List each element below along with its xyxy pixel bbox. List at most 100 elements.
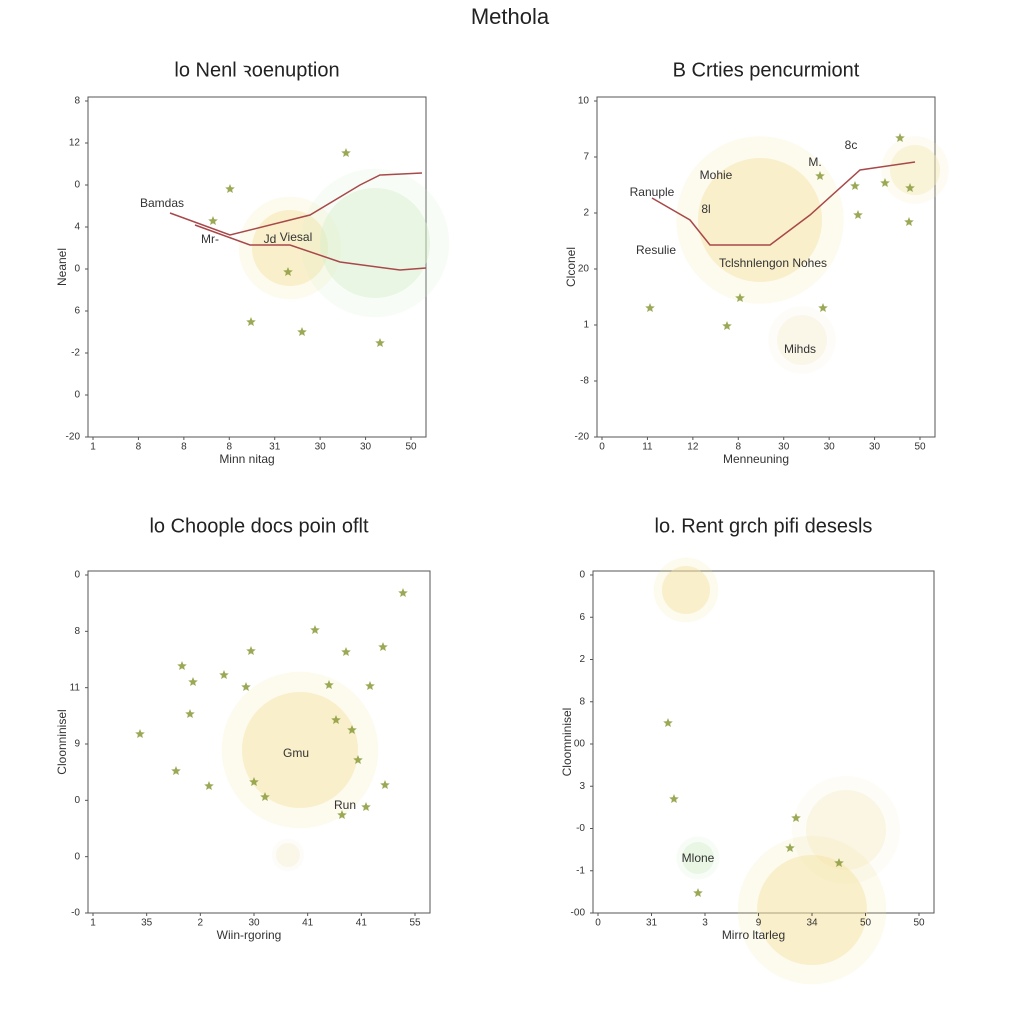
star-marker — [310, 625, 320, 634]
x-tick-label: 41 — [356, 918, 368, 929]
x-tick-label: 41 — [302, 918, 314, 929]
annotation: Mlone — [682, 851, 715, 865]
glow — [792, 776, 900, 884]
y-tick-label: 0 — [579, 570, 585, 581]
star-marker — [188, 677, 198, 686]
y-tick-label: 3 — [579, 781, 585, 792]
glow — [777, 315, 827, 365]
y-tick-label: -20 — [66, 432, 81, 443]
glow — [768, 306, 836, 374]
star-marker — [361, 802, 371, 811]
star-marker — [324, 680, 334, 689]
glow — [698, 158, 822, 282]
x-axis-label: Minn nitag — [219, 452, 274, 466]
x-tick-label: 2 — [198, 918, 204, 929]
star-marker — [249, 777, 259, 786]
x-axis-label: Mirro ltarleg — [722, 928, 785, 942]
star-marker — [347, 725, 357, 734]
y-tick-label: 0 — [74, 390, 80, 401]
glow — [320, 188, 430, 298]
x-tick-label: 0 — [599, 442, 605, 453]
y-tick-label: 00 — [574, 739, 586, 750]
x-tick-label: 8 — [136, 442, 142, 453]
annotation: Ranuple — [630, 185, 675, 199]
x-tick-label: 1 — [90, 442, 96, 453]
plot-area — [592, 570, 935, 914]
y-tick-label: 10 — [578, 96, 590, 107]
y-tick-label: 11 — [70, 682, 81, 693]
x-tick-label: 3 — [702, 918, 708, 929]
y-tick-label: 4 — [74, 222, 80, 233]
y-tick-label: -0 — [71, 908, 80, 919]
y-tick-label: 0 — [74, 851, 80, 862]
star-marker — [722, 321, 732, 330]
x-tick-label: 55 — [409, 918, 421, 929]
annotation: 8l — [701, 202, 710, 216]
star-marker — [880, 178, 890, 187]
figure-title: Metholа — [471, 4, 550, 29]
y-tick-label: 8 — [74, 96, 80, 107]
star-marker — [905, 183, 915, 192]
star-marker — [297, 327, 307, 336]
star-marker — [341, 647, 351, 656]
annotation: Resulie — [636, 243, 676, 257]
glow — [890, 145, 940, 195]
x-tick-label: 34 — [806, 918, 818, 929]
trend-line — [169, 172, 423, 236]
star-marker — [895, 133, 905, 142]
x-tick-label: 31 — [646, 918, 658, 929]
y-axis-label: Neanel — [55, 248, 69, 286]
annotation: Jd — [264, 232, 277, 246]
star-marker — [208, 216, 218, 225]
star-marker — [365, 681, 375, 690]
star-marker — [791, 813, 801, 822]
glow — [300, 168, 450, 318]
star-marker — [246, 646, 256, 655]
y-tick-label: 1 — [583, 320, 589, 331]
y-tick-label: -00 — [571, 908, 586, 919]
star-marker — [375, 338, 385, 347]
y-tick-label: 9 — [74, 739, 80, 750]
star-marker — [185, 709, 195, 718]
star-marker — [219, 670, 229, 679]
x-tick-label: 50 — [913, 918, 925, 929]
y-tick-label: 2 — [579, 654, 585, 665]
plot-area — [596, 96, 936, 438]
star-marker — [341, 148, 351, 157]
star-marker — [850, 181, 860, 190]
glow — [662, 566, 710, 614]
x-tick-label: 8 — [181, 442, 187, 453]
x-tick-label: 30 — [869, 442, 881, 453]
annotation: Mohie — [700, 168, 733, 182]
x-axis-label: Menneuning — [723, 452, 789, 466]
y-tick-label: 0 — [74, 570, 80, 581]
trend-line — [651, 161, 916, 246]
x-tick-label: 50 — [405, 442, 417, 453]
x-tick-label: 35 — [141, 918, 153, 929]
y-tick-label: 20 — [578, 264, 590, 275]
panel-title: lo Choople docs poin oflt — [149, 515, 368, 537]
star-marker — [241, 682, 251, 691]
glow — [653, 557, 719, 623]
annotation: Viesal — [280, 230, 312, 244]
star-marker — [398, 588, 408, 597]
panel-title: lo Nenl ꝛoenuption — [174, 59, 339, 81]
glow — [252, 210, 328, 286]
star-marker — [260, 792, 270, 801]
star-marker — [353, 755, 363, 764]
x-tick-label: 0 — [595, 918, 601, 929]
x-tick-label: 9 — [756, 918, 762, 929]
star-marker — [283, 267, 293, 276]
star-marker — [693, 888, 703, 897]
y-tick-label: 8 — [74, 626, 80, 637]
y-tick-label: 12 — [69, 138, 81, 149]
x-tick-label: 1 — [90, 918, 96, 929]
glow — [276, 843, 300, 867]
annotation: Tclshnlengon Nohes — [719, 256, 827, 270]
glow — [676, 136, 844, 304]
x-axis-label: Wiin-rgoring — [217, 928, 282, 942]
y-tick-label: -20 — [575, 432, 590, 443]
x-tick-label: 8 — [736, 442, 742, 453]
plot-area — [87, 96, 427, 438]
